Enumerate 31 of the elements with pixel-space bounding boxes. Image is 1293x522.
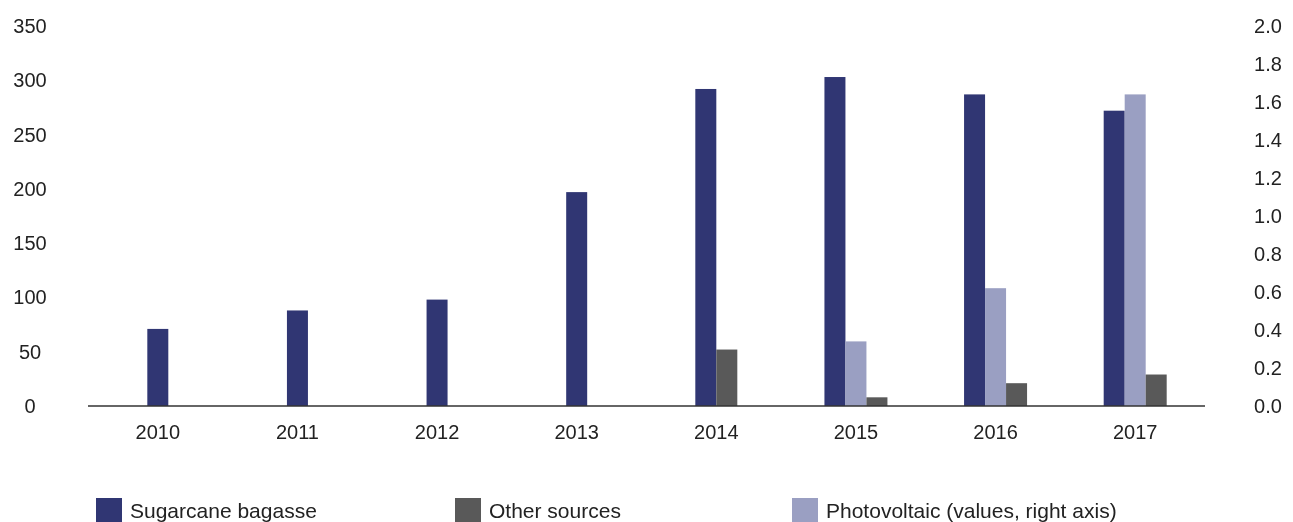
y-tick-label: 50	[18, 340, 42, 363]
bar	[845, 341, 867, 406]
y-tick-label: 250	[13, 123, 47, 146]
x-tick-label: 2011	[275, 421, 319, 443]
legend-label: Photovoltaic (values, right axis)	[826, 498, 1117, 522]
y2-tick-label: 1.2	[1254, 167, 1282, 189]
y2-tick-label: 0.4	[1254, 319, 1282, 341]
y2-tick-label: 1.0	[1254, 205, 1282, 227]
y2-tick-label: 0.0	[1254, 395, 1282, 417]
x-tick-label: 2017	[1112, 421, 1158, 443]
y2-tick-label: 0.6	[1254, 281, 1282, 303]
y-tick-label: 100	[13, 286, 47, 309]
legend-label: Other sources	[489, 498, 621, 522]
y-tick-label: 150	[13, 232, 47, 255]
y2-tick-label: 1.8	[1254, 53, 1282, 75]
y-tick-label: 0	[24, 395, 36, 417]
y2-tick-label: 2.0	[1254, 15, 1282, 37]
x-tick-label: 2013	[554, 421, 599, 443]
x-tick-label: 2014	[694, 421, 739, 443]
legend-label: Sugarcane bagasse	[130, 498, 317, 522]
y-tick-label: 300	[13, 69, 47, 92]
y-tick-label: 200	[13, 177, 47, 200]
x-tick-label: 2012	[414, 421, 460, 443]
y2-tick-label: 0.2	[1254, 357, 1282, 379]
y2-tick-label: 1.4	[1254, 129, 1282, 151]
x-tick-label: 2016	[973, 421, 1018, 443]
y2-tick-label: 1.6	[1254, 91, 1282, 113]
x-tick-label: 2015	[833, 421, 879, 443]
y2-tick-label: 0.8	[1254, 243, 1282, 265]
x-tick-label: 2010	[135, 421, 181, 443]
y-tick-label: 350	[13, 15, 47, 37]
